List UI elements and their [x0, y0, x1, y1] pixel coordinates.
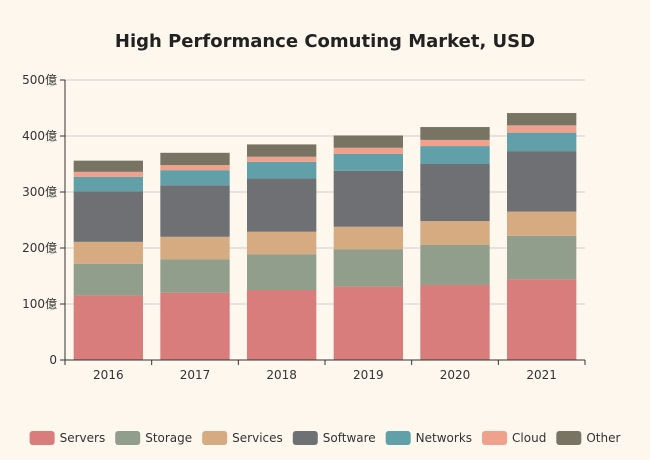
legend-swatch	[202, 431, 228, 445]
legend-swatch	[556, 431, 582, 445]
axes: 0 100億 200億 300億 400億 500億 2016 2017 2018 2019 202…	[22, 73, 586, 382]
bar-segment-networks-2020[interactable]	[420, 146, 490, 164]
legend-item-cloud[interactable]: Cloud	[482, 431, 546, 445]
bar-segment-software-2021[interactable]	[507, 151, 577, 212]
legend-item-storage[interactable]: Storage	[115, 431, 192, 445]
bar-segment-servers-2018[interactable]	[247, 290, 317, 360]
chart-title: High Performance Comuting Market, USD	[115, 31, 535, 52]
legend-swatch	[385, 431, 411, 445]
bar-segment-cloud-2021[interactable]	[507, 125, 577, 133]
bar-segment-servers-2020[interactable]	[420, 284, 490, 360]
legend-swatch	[115, 431, 141, 445]
bar-segment-cloud-2020[interactable]	[420, 139, 490, 147]
bar-segment-services-2020[interactable]	[420, 221, 490, 245]
x-tick-label: 2016	[93, 368, 124, 382]
bar-segment-software-2018[interactable]	[247, 178, 317, 232]
grid-lines	[65, 79, 585, 305]
bar-segment-networks-2016[interactable]	[73, 176, 143, 192]
bar-segment-other-2018[interactable]	[247, 144, 317, 157]
bar-segment-servers-2021[interactable]	[507, 279, 577, 360]
legend-label: Software	[323, 431, 376, 445]
bar-segment-other-2021[interactable]	[507, 113, 577, 126]
bar-segment-storage-2019[interactable]	[333, 249, 403, 287]
legend-swatch	[29, 431, 55, 445]
legend-item-services[interactable]: Services	[202, 431, 283, 445]
bar-segment-networks-2019[interactable]	[333, 153, 403, 171]
bar-segment-services-2016[interactable]	[73, 241, 143, 264]
x-tick-label: 2021	[526, 368, 557, 382]
legend: Servers Storage Services Software Networks Cl…	[29, 431, 620, 445]
y-tick-label: 200億	[22, 241, 57, 255]
legend-label: Storage	[145, 431, 192, 445]
bar-segment-networks-2018[interactable]	[247, 161, 317, 179]
bar-segment-other-2016[interactable]	[73, 160, 143, 172]
x-tick-label: 2018	[266, 368, 297, 382]
bar-segment-servers-2016[interactable]	[73, 295, 143, 360]
bar-segment-storage-2018[interactable]	[247, 254, 317, 290]
legend-label: Other	[586, 431, 620, 445]
legend-item-software[interactable]: Software	[292, 431, 376, 445]
legend-item-other[interactable]: Other	[556, 431, 620, 445]
legend-label: Servers	[60, 431, 106, 445]
legend-item-servers[interactable]: Servers	[29, 431, 106, 445]
bar-segment-services-2017[interactable]	[160, 236, 230, 260]
legend-label: Cloud	[512, 431, 546, 445]
bar-segment-software-2017[interactable]	[160, 185, 230, 237]
bar-segment-servers-2017[interactable]	[160, 292, 230, 360]
bar-segment-other-2020[interactable]	[420, 127, 490, 140]
bar-segment-services-2018[interactable]	[247, 231, 317, 255]
bar-segment-cloud-2018[interactable]	[247, 156, 317, 162]
bar-segment-storage-2020[interactable]	[420, 244, 490, 285]
y-tick-label: 500億	[22, 73, 57, 87]
y-tick-label: 100億	[22, 297, 57, 311]
legend-label: Networks	[416, 431, 472, 445]
x-tick-label: 2017	[180, 368, 211, 382]
bar-segment-other-2017[interactable]	[160, 152, 230, 166]
bar-segment-cloud-2019[interactable]	[333, 147, 403, 154]
bar-segment-software-2020[interactable]	[420, 164, 490, 222]
legend-item-networks[interactable]: Networks	[385, 431, 472, 445]
bar-segment-storage-2017[interactable]	[160, 259, 230, 293]
bar-segment-other-2019[interactable]	[333, 135, 403, 148]
legend-label: Services	[232, 431, 283, 445]
bar-segment-servers-2019[interactable]	[333, 286, 403, 360]
bar-segment-services-2021[interactable]	[507, 211, 577, 236]
bars	[73, 113, 577, 360]
bar-segment-software-2016[interactable]	[73, 191, 143, 242]
y-tick-label: 400億	[22, 129, 57, 143]
x-tick-label: 2020	[440, 368, 471, 382]
bar-segment-storage-2016[interactable]	[73, 263, 143, 296]
bar-segment-cloud-2016[interactable]	[73, 171, 143, 177]
bar-segment-cloud-2017[interactable]	[160, 165, 230, 171]
bar-segment-networks-2017[interactable]	[160, 170, 230, 186]
x-tick-label: 2019	[353, 368, 384, 382]
y-tick-label: 0	[49, 353, 57, 367]
legend-swatch	[482, 431, 508, 445]
bar-segment-software-2019[interactable]	[333, 170, 403, 227]
bar-segment-networks-2021[interactable]	[507, 132, 577, 152]
legend-swatch	[292, 431, 318, 445]
y-tick-label: 300億	[22, 185, 57, 199]
bar-segment-storage-2021[interactable]	[507, 235, 577, 280]
bar-segment-services-2019[interactable]	[333, 226, 403, 250]
